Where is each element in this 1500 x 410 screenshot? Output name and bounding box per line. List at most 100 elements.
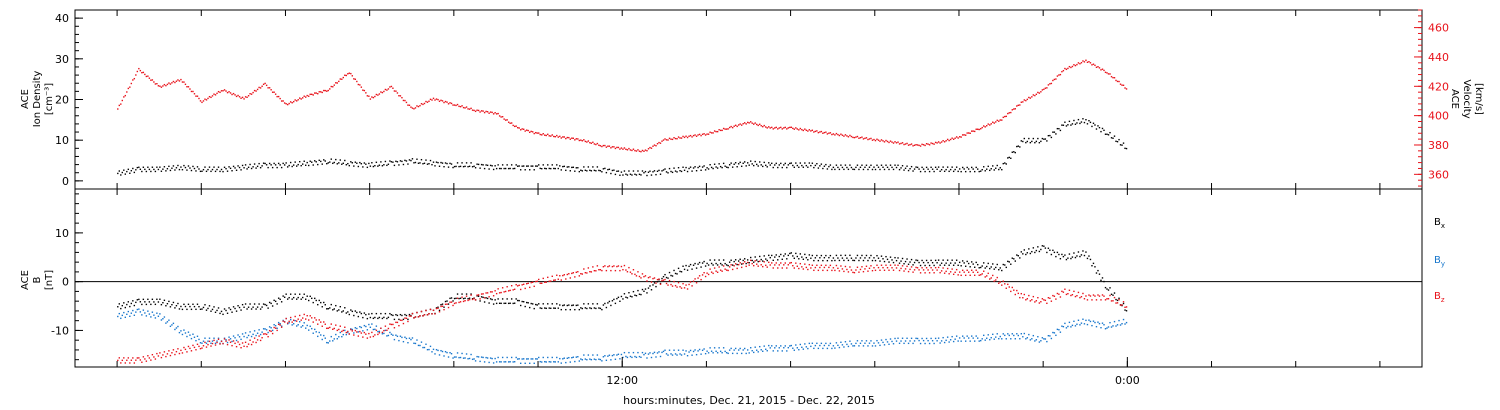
bx-point	[541, 307, 543, 310]
bx-point	[1073, 252, 1075, 254]
velocity-point	[259, 87, 262, 89]
bx-point	[816, 254, 818, 257]
velocity-point	[901, 142, 904, 144]
bz-point	[614, 269, 617, 272]
by-point	[616, 354, 618, 356]
bz-point	[532, 281, 534, 283]
bx-point	[366, 317, 369, 320]
velocity-point	[404, 99, 406, 102]
by-point	[575, 356, 578, 358]
velocity-point	[961, 134, 964, 136]
by-point	[142, 309, 145, 311]
velocity-point	[544, 134, 546, 136]
ion-density-point	[928, 170, 931, 173]
bx-point	[874, 259, 877, 262]
by-point	[996, 333, 998, 335]
by-point	[647, 353, 650, 355]
ion-density-point	[808, 162, 811, 164]
by-point	[737, 349, 740, 351]
by-point	[1076, 323, 1078, 325]
by-point	[384, 329, 387, 332]
ion-density-point	[742, 162, 744, 165]
bz-point	[1038, 302, 1041, 304]
ion-density-point	[610, 172, 612, 175]
ion-density-point	[491, 165, 493, 167]
velocity-point	[163, 83, 166, 86]
velocity-point	[885, 139, 887, 142]
bottom-panel-frame	[74, 188, 1423, 368]
velocity-point	[734, 124, 737, 127]
bx-point	[289, 293, 292, 295]
by-point	[250, 335, 253, 338]
bx-point	[757, 260, 759, 263]
ion-density-point	[790, 162, 792, 164]
bz-point	[345, 331, 348, 334]
velocity-point	[1097, 65, 1099, 68]
bz-point	[485, 292, 487, 294]
by-point	[201, 342, 203, 344]
ion-density-point	[622, 174, 624, 176]
velocity-point	[756, 123, 758, 126]
velocity-point	[963, 134, 965, 136]
ion-density-point	[786, 166, 788, 169]
ion-density-point	[136, 166, 139, 169]
ion-density-point	[462, 165, 465, 168]
bx-point	[790, 252, 792, 254]
ion-density-point	[503, 167, 505, 170]
ion-density-point	[1050, 136, 1053, 139]
velocity-point	[363, 89, 366, 92]
bx-point	[351, 310, 354, 313]
bz-point	[163, 351, 166, 353]
by-point	[870, 340, 872, 342]
bx-point	[205, 309, 208, 311]
bz-point	[822, 269, 824, 272]
bz-point	[1047, 297, 1050, 299]
by-point	[341, 335, 343, 338]
by-point	[894, 337, 896, 340]
by-point	[193, 336, 196, 338]
bx-point	[389, 312, 391, 315]
bx-point	[820, 254, 823, 257]
ion-density-point	[602, 168, 605, 170]
ion-density-point	[1110, 137, 1113, 139]
ion-density-point	[521, 165, 523, 167]
by-point	[810, 345, 812, 348]
velocity-point	[796, 128, 799, 130]
by-point	[1061, 325, 1063, 327]
bz-point	[354, 329, 357, 332]
velocity-point	[129, 86, 131, 88]
bz-point	[662, 279, 665, 281]
velocity-point	[680, 137, 683, 139]
velocity-point	[577, 138, 579, 140]
bx-point	[458, 297, 460, 300]
bz-point	[1121, 304, 1123, 306]
ion-density-point	[362, 166, 364, 168]
by-point	[970, 335, 973, 337]
by-point	[912, 342, 914, 345]
ion-density-point	[177, 164, 179, 167]
by-point	[551, 356, 553, 359]
bz-point	[933, 272, 935, 274]
bx-point	[873, 257, 875, 259]
velocity-point	[336, 82, 338, 84]
bx-point	[858, 259, 860, 262]
velocity-point	[958, 136, 961, 138]
bz-point	[172, 349, 175, 351]
bz-point	[184, 348, 187, 351]
ion-density-point	[295, 165, 298, 167]
ion-density-point	[762, 165, 764, 168]
bz-point	[559, 275, 561, 277]
velocity-point	[822, 132, 824, 134]
bx-point	[320, 301, 322, 304]
bx-point	[581, 307, 584, 310]
ion-density-point	[189, 167, 191, 169]
velocity-point	[401, 96, 403, 99]
by-point	[321, 338, 323, 341]
by-point	[892, 343, 895, 345]
bz-point	[132, 357, 134, 359]
bx-point	[548, 307, 550, 309]
ion-density-point	[864, 166, 866, 168]
bz-point	[898, 269, 901, 272]
ion-density-point	[915, 166, 917, 168]
velocity-point	[482, 110, 484, 112]
